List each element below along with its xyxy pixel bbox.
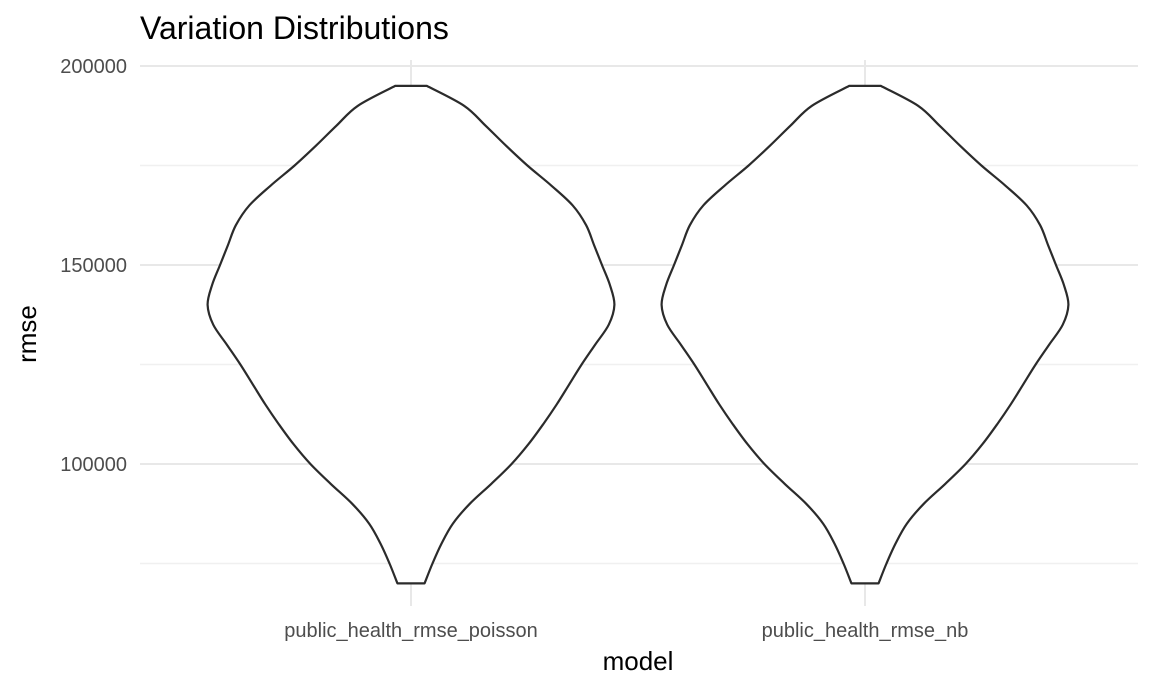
y-axis-title: rmse (12, 305, 42, 363)
y-tick-label-1: 150000 (60, 255, 127, 277)
x-axis-title: model (603, 646, 674, 676)
x-tick-label-1: public_health_rmse_nb (762, 620, 969, 642)
y-tick-label-0: 100000 (60, 454, 127, 476)
x-tick-label-0: public_health_rmse_poisson (284, 620, 538, 642)
y-tick-label-2: 200000 (60, 56, 127, 78)
chart-title: Variation Distributions (140, 10, 449, 46)
violin-public_health_rmse_poisson (206, 84, 616, 585)
violin-public_health_rmse_nb (660, 84, 1070, 585)
violin-layer (206, 84, 1070, 585)
tick-labels: 100000 150000 200000 public_health_rmse_poi… (60, 56, 968, 642)
